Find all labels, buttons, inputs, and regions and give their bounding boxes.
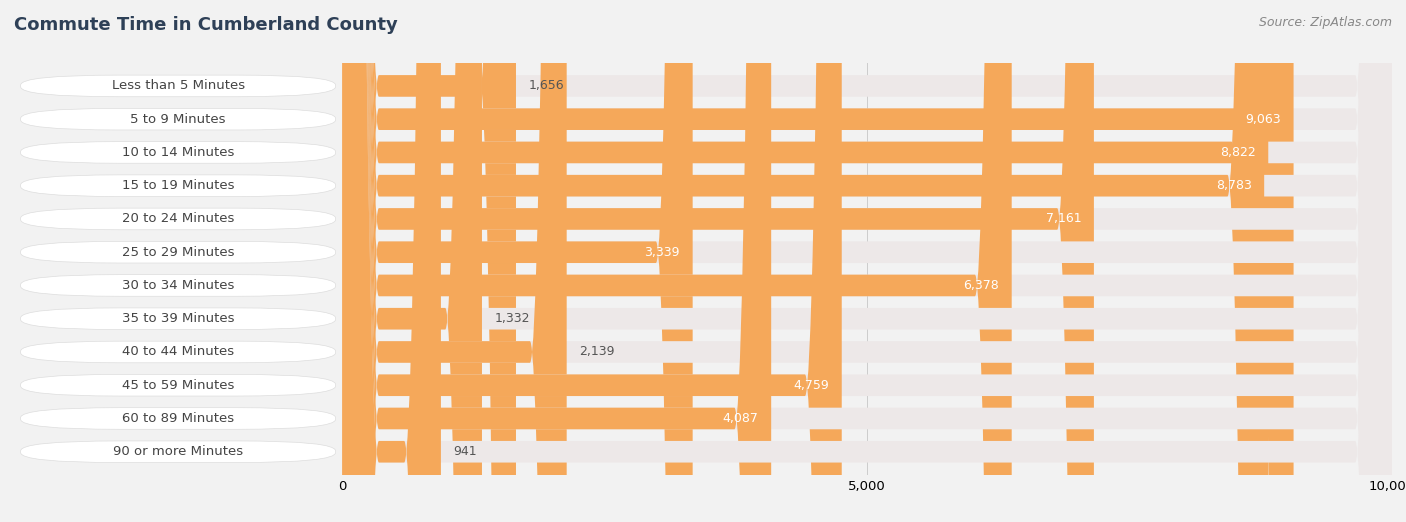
FancyBboxPatch shape — [342, 0, 1392, 522]
Text: 4,087: 4,087 — [723, 412, 759, 425]
FancyBboxPatch shape — [21, 408, 336, 429]
Text: 9,063: 9,063 — [1246, 113, 1281, 126]
Text: 90 or more Minutes: 90 or more Minutes — [112, 445, 243, 458]
Text: 60 to 89 Minutes: 60 to 89 Minutes — [122, 412, 235, 425]
Text: 7,161: 7,161 — [1046, 212, 1081, 226]
FancyBboxPatch shape — [342, 0, 1392, 522]
FancyBboxPatch shape — [21, 175, 336, 196]
Text: 30 to 34 Minutes: 30 to 34 Minutes — [122, 279, 235, 292]
FancyBboxPatch shape — [342, 0, 1392, 522]
FancyBboxPatch shape — [342, 0, 1012, 522]
FancyBboxPatch shape — [342, 0, 1392, 522]
Text: 4,759: 4,759 — [793, 379, 830, 392]
Text: 20 to 24 Minutes: 20 to 24 Minutes — [122, 212, 235, 226]
FancyBboxPatch shape — [21, 109, 336, 130]
Text: Source: ZipAtlas.com: Source: ZipAtlas.com — [1258, 16, 1392, 29]
Text: 1,656: 1,656 — [529, 79, 564, 92]
FancyBboxPatch shape — [21, 308, 336, 329]
FancyBboxPatch shape — [342, 0, 1294, 522]
FancyBboxPatch shape — [342, 0, 1392, 522]
Text: 40 to 44 Minutes: 40 to 44 Minutes — [122, 346, 235, 359]
Text: 941: 941 — [454, 445, 477, 458]
Text: 35 to 39 Minutes: 35 to 39 Minutes — [122, 312, 235, 325]
Text: 3,339: 3,339 — [644, 246, 681, 259]
FancyBboxPatch shape — [342, 0, 1392, 522]
FancyBboxPatch shape — [342, 0, 1392, 522]
Text: 15 to 19 Minutes: 15 to 19 Minutes — [122, 179, 235, 192]
FancyBboxPatch shape — [342, 0, 1392, 522]
FancyBboxPatch shape — [342, 0, 770, 522]
FancyBboxPatch shape — [342, 0, 1392, 522]
Text: 5 to 9 Minutes: 5 to 9 Minutes — [131, 113, 226, 126]
FancyBboxPatch shape — [21, 208, 336, 230]
FancyBboxPatch shape — [342, 0, 441, 522]
Text: 1,332: 1,332 — [495, 312, 530, 325]
FancyBboxPatch shape — [21, 374, 336, 396]
FancyBboxPatch shape — [21, 75, 336, 97]
FancyBboxPatch shape — [342, 0, 516, 522]
Text: 8,822: 8,822 — [1220, 146, 1256, 159]
Text: Commute Time in Cumberland County: Commute Time in Cumberland County — [14, 16, 398, 33]
FancyBboxPatch shape — [21, 241, 336, 263]
FancyBboxPatch shape — [342, 0, 1392, 522]
FancyBboxPatch shape — [342, 0, 842, 522]
Text: 2,139: 2,139 — [579, 346, 614, 359]
FancyBboxPatch shape — [342, 0, 1392, 522]
FancyBboxPatch shape — [21, 275, 336, 296]
FancyBboxPatch shape — [342, 0, 1392, 522]
FancyBboxPatch shape — [342, 0, 693, 522]
FancyBboxPatch shape — [342, 0, 482, 522]
FancyBboxPatch shape — [342, 0, 1264, 522]
FancyBboxPatch shape — [342, 0, 1094, 522]
FancyBboxPatch shape — [342, 0, 1268, 522]
Text: 6,378: 6,378 — [963, 279, 1000, 292]
Text: Less than 5 Minutes: Less than 5 Minutes — [111, 79, 245, 92]
FancyBboxPatch shape — [21, 441, 336, 462]
Text: 8,783: 8,783 — [1216, 179, 1251, 192]
Text: 10 to 14 Minutes: 10 to 14 Minutes — [122, 146, 235, 159]
FancyBboxPatch shape — [21, 341, 336, 363]
Text: 25 to 29 Minutes: 25 to 29 Minutes — [122, 246, 235, 259]
Text: 45 to 59 Minutes: 45 to 59 Minutes — [122, 379, 235, 392]
FancyBboxPatch shape — [21, 141, 336, 163]
FancyBboxPatch shape — [342, 0, 567, 522]
